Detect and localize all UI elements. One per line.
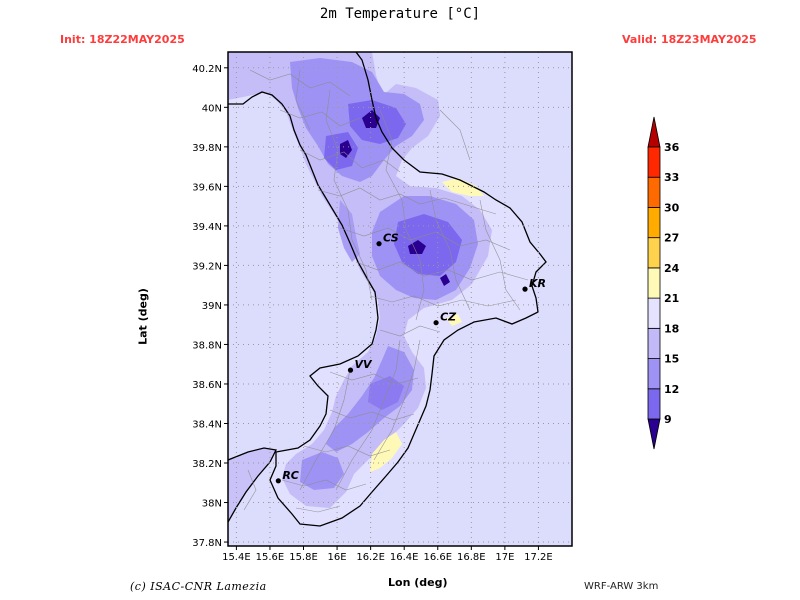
lon-tick-label: 17E [495,552,514,563]
coastline-calabria [228,52,547,527]
lat-tick-label: 38.8N [192,340,222,351]
city-markers: CS KR CZ VV RC [275,232,546,484]
city-label-cz: CZ [440,311,457,324]
temp-band-12-15-aspromonte [300,452,344,490]
lat-tick-label: 39.2N [192,261,222,272]
valid-time: Valid: 18Z23MAY2025 [622,33,757,46]
lat-tick-label: 39N [202,301,222,312]
colorbar-label: 15 [664,353,679,366]
colorbar-label: 21 [664,292,679,305]
temp-band-21-24-ionian [370,432,402,472]
lat-tick-label: 40N [202,103,222,114]
lon-tick-label: 16.6E [423,552,452,563]
lat-tick-label: 37.8N [192,538,222,549]
temp-band-21-24-sibari [442,178,484,196]
lon-tick-label: 16.2E [356,552,385,563]
lon-tick-label: 16E [328,552,347,563]
colorbar-segment [647,267,661,299]
colorbar-segment [647,146,661,178]
lat-tick-label: 39.4N [192,222,222,233]
lat-tick-label: 39.8N [192,143,222,154]
lat-tick-label: 40.2N [192,64,222,75]
colorbar-label: 18 [664,322,679,335]
x-axis-label: Lon (deg) [388,576,448,589]
land-sicily [228,448,276,522]
temp-below-9-b [340,140,352,158]
colorbar-label: 36 [664,141,680,154]
city-dot-vv [347,367,354,373]
colorbar-over-arrow [647,116,661,148]
colorbar-segment [647,327,661,359]
temp-band-9-12-sila [394,214,462,276]
lat-tick-label: 38N [202,499,222,510]
colorbar-under-arrow [647,418,661,450]
copyright-text: (c) ISAC-CNR Lamezia [130,580,267,593]
lon-tick-label: 17.2E [524,552,553,563]
colorbar-segment [647,388,661,420]
colorbar-segment [647,297,661,329]
map-area [228,52,572,546]
plot-frame [227,51,573,547]
colorbar-segment [647,207,661,239]
lon-tick-label: 16.4E [390,552,419,563]
colorbar-segment [647,358,661,390]
lon-tick-label: 15.4E [222,552,251,563]
city-label-kr: KR [529,277,546,290]
colorbar-label: 30 [664,201,680,214]
map-title: 2m Temperature [°C] [319,6,481,22]
city-label-vv: VV [354,358,373,371]
city-dot-cz [433,320,439,326]
lon-ticks: 15.4E 15.6E 15.8E 16E 16.2E 16.4E 16.6E 16.8E 17… [222,546,553,563]
municipal-boundaries [243,69,529,513]
model-name: WRF-ARW 3km [584,581,659,592]
colorbar-label: 33 [664,171,679,184]
city-dot-kr [522,286,528,292]
lat-tick-label: 38.2N [192,459,222,470]
lon-tick-label: 15.6E [256,552,285,563]
lat-ticks: 37.8N 38N 38.2N 38.4N 38.6N 38.8N 39N 39.2N 39.4… [192,64,228,549]
lat-tick-label: 38.4N [192,419,222,430]
lat-tick-label: 38.6N [192,380,222,391]
y-axis-label: Lat (deg) [136,288,150,345]
colorbar-segment [647,176,661,208]
colorbar-segment [647,237,661,269]
colorbar-label: 9 [664,413,672,426]
city-dot-cs [376,241,382,247]
city-dot-rc [275,478,281,484]
colorbar-label: 24 [664,262,680,275]
city-label-cs: CS [383,232,399,245]
lon-tick-label: 15.8E [289,552,318,563]
temp-below-9-d [440,274,450,286]
colorbar: 9 12 15 18 21 24 27 30 33 36 [647,116,680,450]
colorbar-label: 12 [664,383,679,396]
lat-tick-label: 39.6N [192,182,222,193]
temp-band-21-24-cz [446,314,462,326]
init-time: Init: 18Z22MAY2025 [60,33,185,46]
city-label-rc: RC [282,469,299,482]
lon-tick-label: 16.8E [457,552,486,563]
colorbar-label: 27 [664,232,679,245]
temp-band-9-12-serre [368,376,404,410]
